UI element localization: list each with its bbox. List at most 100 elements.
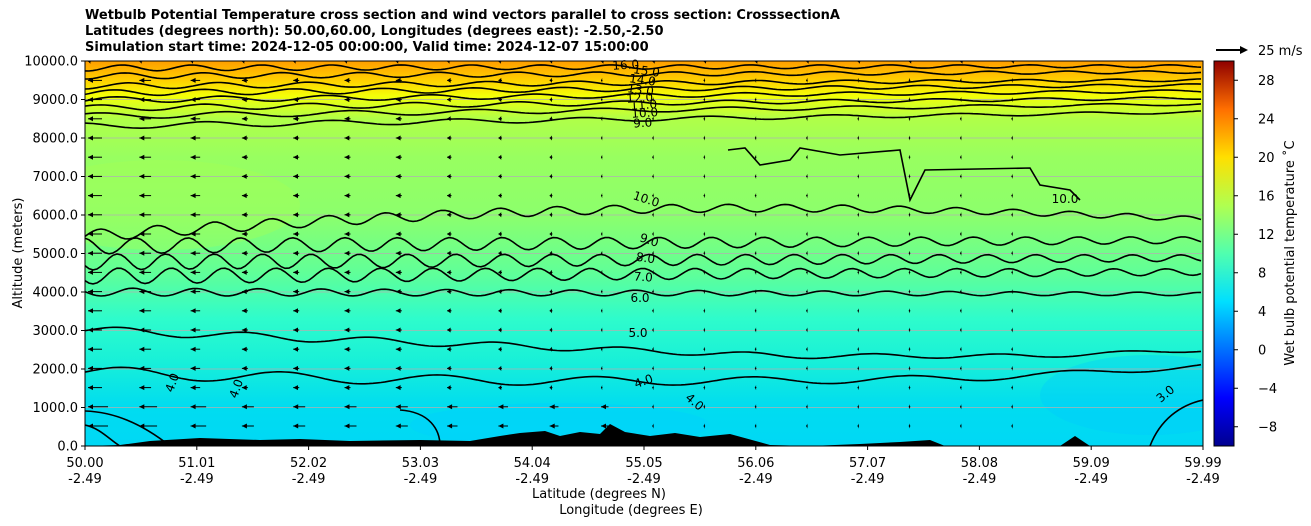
wind-vector — [139, 385, 152, 391]
y-axis: 0.0 1000.0 2000.0 3000.0 4000.0 5000.0 6000.0 7… — [24, 55, 85, 455]
wind-vector-head — [293, 308, 298, 314]
wind-vector — [857, 423, 859, 429]
wind-vector-head — [190, 154, 196, 160]
wind-vector-head — [293, 250, 298, 256]
wind-vector-head — [908, 97, 910, 103]
wind-vector — [754, 250, 757, 256]
wind-vector — [344, 231, 351, 237]
wind-vector-head — [447, 77, 451, 83]
wind-vector-head — [601, 250, 603, 256]
wind-vector — [190, 250, 201, 256]
wind-vector-head — [139, 212, 145, 218]
wind-vector — [806, 135, 808, 141]
wind-vector — [652, 385, 654, 391]
wind-vector-head — [139, 269, 145, 275]
wind-vector-head — [960, 269, 962, 275]
wind-vector — [857, 365, 859, 371]
wind-vector-head — [601, 346, 603, 352]
wind-vector-head — [344, 154, 350, 160]
wind-vector-head — [395, 231, 401, 237]
wind-vector-head — [88, 269, 93, 275]
wind-vector — [447, 404, 458, 410]
wind-vector-head — [652, 231, 654, 237]
wind-vector-head — [857, 404, 859, 410]
x-tick-label-lat: 53.03 — [402, 456, 439, 471]
wind-vector-head — [241, 250, 247, 256]
wind-vector-head — [549, 289, 552, 295]
colorbar-tick-label: 12 — [1258, 228, 1275, 243]
wind-vector — [857, 269, 859, 275]
wind-vector-head — [498, 173, 502, 179]
wind-vector-head — [344, 135, 350, 141]
vector-key-label: 25 m/s — [1258, 44, 1303, 59]
colorbar-tick-label: 20 — [1258, 151, 1275, 166]
wind-vector-head — [139, 116, 145, 122]
wind-vector-head — [549, 346, 552, 352]
wind-vector — [857, 231, 859, 237]
wind-vector-head — [139, 308, 145, 314]
wind-vector — [293, 289, 300, 295]
wind-vector-head — [960, 327, 962, 333]
wind-vector-head — [139, 154, 145, 160]
wind-vector — [293, 250, 300, 256]
wind-vector-head — [703, 173, 705, 179]
x-tick-label-lon: -2.49 — [515, 472, 549, 487]
contour-line — [85, 70, 1202, 80]
wind-vector-head — [293, 385, 298, 391]
wind-vector — [960, 423, 962, 429]
wind-vector — [806, 269, 808, 275]
wind-vector-head — [703, 346, 705, 352]
wind-vector — [498, 97, 502, 103]
wind-vector — [857, 250, 859, 256]
wind-vector-head — [703, 308, 705, 314]
wind-vector — [754, 327, 757, 333]
wind-vector-head — [88, 135, 93, 141]
wind-vector-head — [908, 193, 910, 199]
wind-vector — [498, 404, 508, 410]
wind-vector — [1011, 385, 1013, 391]
wind-vector — [601, 385, 603, 391]
wind-vector-head — [241, 135, 247, 141]
wind-vector-head — [241, 193, 247, 199]
wind-vector — [857, 193, 859, 199]
wind-vector — [344, 365, 351, 371]
wind-vector-head — [498, 231, 502, 237]
contour-line — [85, 110, 1202, 130]
wind-vector-head — [806, 365, 808, 371]
wind-vector-head — [88, 423, 93, 429]
wind-vector-head — [601, 308, 603, 314]
wind-vector-head — [1011, 97, 1013, 103]
wind-vector-head — [395, 97, 401, 103]
wind-vector-head — [754, 154, 757, 160]
wind-vector — [960, 231, 962, 237]
wind-vector-head — [88, 365, 93, 371]
wind-vector-head — [806, 116, 808, 122]
contour-label: 12.0 — [626, 90, 654, 106]
wind-vector-head — [395, 154, 401, 160]
wind-vector — [703, 231, 706, 237]
wind-vector-head — [601, 135, 603, 141]
colorbar-tick-label: −4 — [1258, 382, 1277, 397]
wind-vector-head — [652, 365, 654, 371]
wind-vector — [857, 385, 859, 391]
wind-vector — [241, 365, 248, 371]
wind-vector — [395, 423, 408, 429]
wind-vector-head — [703, 385, 705, 391]
wind-vector-head — [703, 423, 705, 429]
wind-vector-head — [88, 404, 93, 410]
wind-vector — [139, 308, 152, 314]
wind-vector-head — [139, 365, 145, 371]
wind-vector — [139, 154, 152, 160]
wind-vector — [293, 154, 300, 160]
wind-vector — [293, 423, 306, 429]
x-tick-label-lon: -2.49 — [180, 472, 214, 487]
wind-vector — [549, 231, 553, 237]
wind-vector-head — [190, 327, 196, 333]
wind-vector-head — [806, 77, 808, 83]
wind-vector-head — [88, 77, 93, 83]
wind-vector — [447, 154, 452, 160]
wind-vector-head — [190, 404, 196, 410]
wind-vector-head — [498, 212, 502, 218]
wind-vector-head — [601, 154, 603, 160]
